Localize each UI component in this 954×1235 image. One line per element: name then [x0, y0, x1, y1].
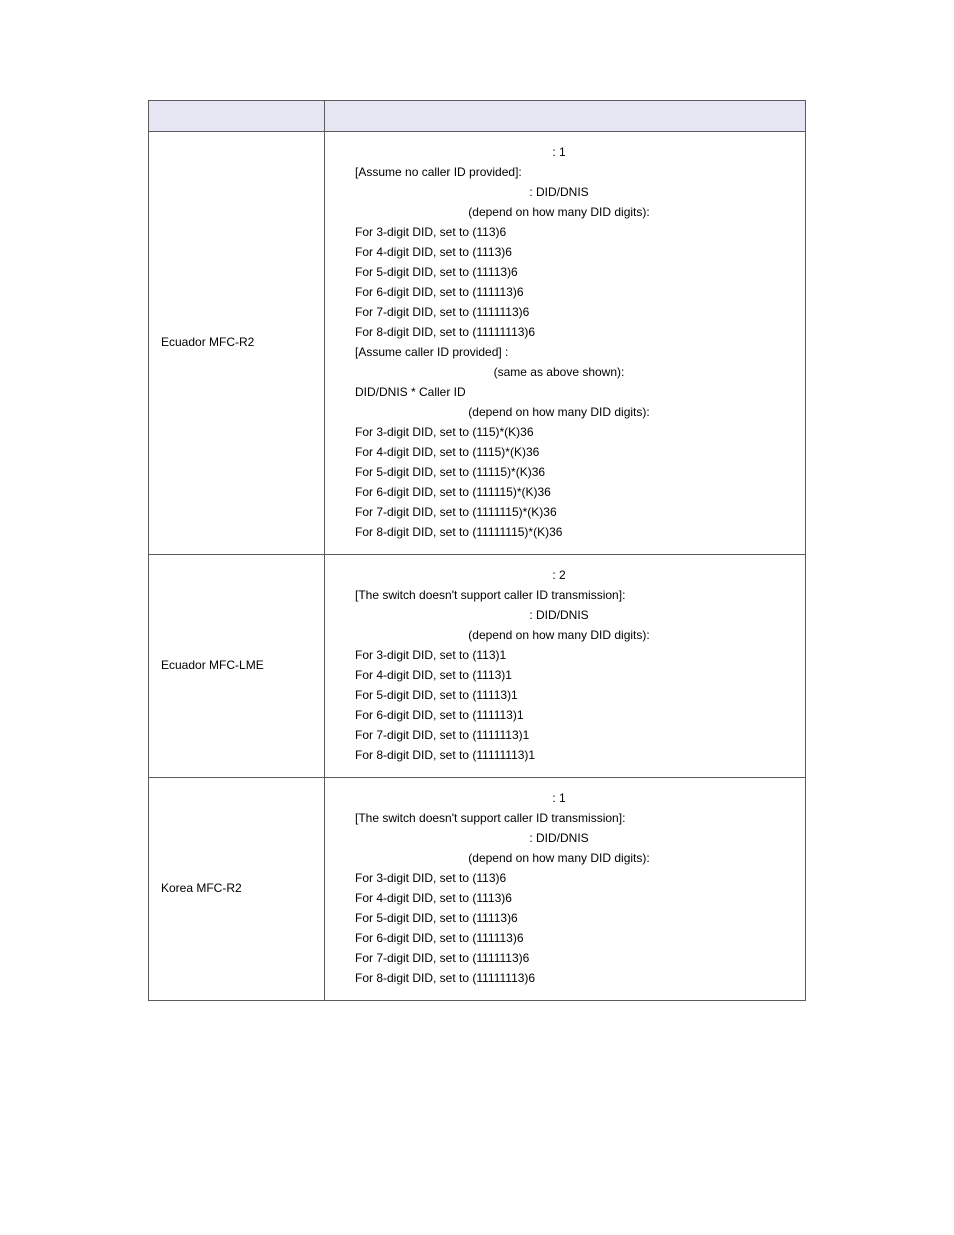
body-line: For 8-digit DID, set to (11111113)6 [355, 322, 793, 342]
row-body-cell: : 2[The switch doesn't support caller ID… [325, 555, 806, 778]
row-label-cell: Ecuador MFC-LME [149, 555, 325, 778]
row-label-cell: Ecuador MFC-R2 [149, 132, 325, 555]
body-line: : 1 [355, 142, 793, 162]
body-line: : DID/DNIS [355, 605, 793, 625]
row-label-cell: Korea MFC-R2 [149, 778, 325, 1001]
row-body-cell: : 1[Assume no caller ID provided]:: DID/… [325, 132, 806, 555]
body-line: [Assume caller ID provided] : [355, 342, 793, 362]
body-line: For 6-digit DID, set to (111113)6 [355, 928, 793, 948]
spec-table: Ecuador MFC-R2: 1[Assume no caller ID pr… [148, 100, 806, 1001]
document-page: Ecuador MFC-R2: 1[Assume no caller ID pr… [0, 0, 954, 1235]
body-line: For 8-digit DID, set to (11111113)6 [355, 968, 793, 988]
body-line: For 4-digit DID, set to (1113)1 [355, 665, 793, 685]
body-line: For 5-digit DID, set to (11115)*(K)36 [355, 462, 793, 482]
table-row: Ecuador MFC-R2: 1[Assume no caller ID pr… [149, 132, 806, 555]
body-line: (depend on how many DID digits): [355, 202, 793, 222]
table-row: Ecuador MFC-LME: 2[The switch doesn't su… [149, 555, 806, 778]
body-line: [The switch doesn't support caller ID tr… [355, 585, 793, 605]
row-body-inner: : 1[Assume no caller ID provided]:: DID/… [325, 142, 805, 542]
table-header-row [149, 101, 806, 132]
body-line: For 6-digit DID, set to (111113)1 [355, 705, 793, 725]
body-line: For 6-digit DID, set to (111113)6 [355, 282, 793, 302]
body-line: For 7-digit DID, set to (1111113)1 [355, 725, 793, 745]
body-line: For 5-digit DID, set to (11113)6 [355, 908, 793, 928]
row-body-inner: : 1[The switch doesn't support caller ID… [325, 788, 805, 988]
table-header-cell [325, 101, 806, 132]
body-line: For 7-digit DID, set to (1111115)*(K)36 [355, 502, 793, 522]
row-body-cell: : 1[The switch doesn't support caller ID… [325, 778, 806, 1001]
body-line: For 6-digit DID, set to (111115)*(K)36 [355, 482, 793, 502]
row-body-inner: : 2[The switch doesn't support caller ID… [325, 565, 805, 765]
body-line: (depend on how many DID digits): [355, 848, 793, 868]
body-line: (depend on how many DID digits): [355, 402, 793, 422]
body-line: (depend on how many DID digits): [355, 625, 793, 645]
body-line: For 4-digit DID, set to (1115)*(K)36 [355, 442, 793, 462]
body-line: For 3-digit DID, set to (113)6 [355, 868, 793, 888]
body-line: For 8-digit DID, set to (11111113)1 [355, 745, 793, 765]
table-row: Korea MFC-R2: 1[The switch doesn't suppo… [149, 778, 806, 1001]
body-line: For 5-digit DID, set to (11113)1 [355, 685, 793, 705]
body-line: : DID/DNIS [355, 182, 793, 202]
body-line: (same as above shown): [355, 362, 793, 382]
body-line: [The switch doesn't support caller ID tr… [355, 808, 793, 828]
body-line: For 7-digit DID, set to (1111113)6 [355, 948, 793, 968]
body-line: For 3-digit DID, set to (113)6 [355, 222, 793, 242]
body-line: : 1 [355, 788, 793, 808]
body-line: For 5-digit DID, set to (11113)6 [355, 262, 793, 282]
body-line: For 4-digit DID, set to (1113)6 [355, 242, 793, 262]
body-line: : 2 [355, 565, 793, 585]
body-line: For 3-digit DID, set to (115)*(K)36 [355, 422, 793, 442]
body-line: : DID/DNIS [355, 828, 793, 848]
table-header-cell [149, 101, 325, 132]
body-line: For 7-digit DID, set to (1111113)6 [355, 302, 793, 322]
body-line: For 8-digit DID, set to (11111115)*(K)36 [355, 522, 793, 542]
body-line: [Assume no caller ID provided]: [355, 162, 793, 182]
body-line: DID/DNIS * Caller ID [355, 382, 793, 402]
body-line: For 4-digit DID, set to (1113)6 [355, 888, 793, 908]
body-line: For 3-digit DID, set to (113)1 [355, 645, 793, 665]
